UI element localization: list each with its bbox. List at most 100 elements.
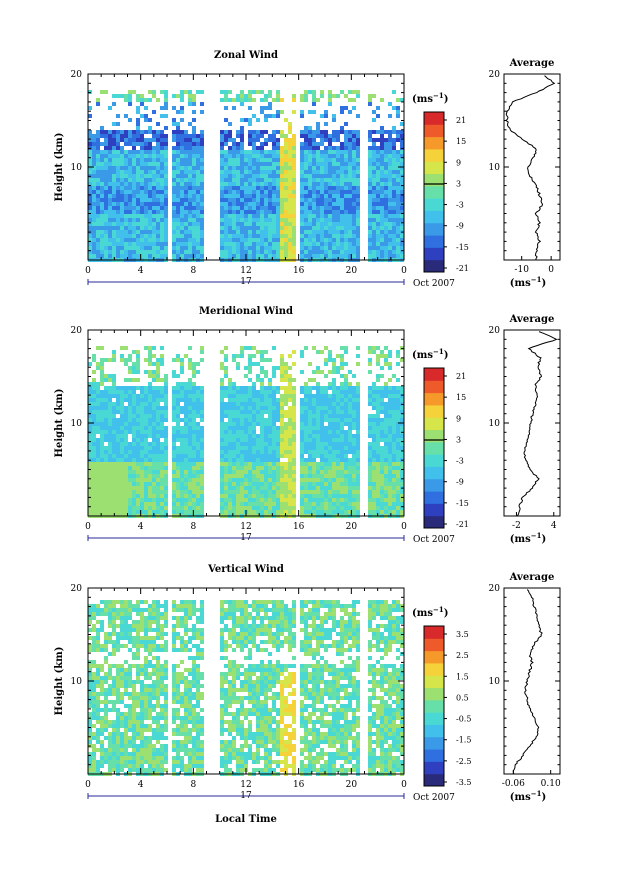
heatmap-cell bbox=[324, 230, 328, 234]
heatmap-cell bbox=[356, 486, 360, 490]
heatmap-cell bbox=[120, 390, 124, 394]
heatmap-cell bbox=[220, 230, 224, 234]
heatmap-cell bbox=[384, 238, 388, 242]
heatmap-cell bbox=[160, 406, 164, 410]
heatmap-cell bbox=[172, 158, 176, 162]
heatmap-cell bbox=[156, 490, 160, 494]
heatmap-cell bbox=[96, 386, 100, 390]
heatmap-cell bbox=[236, 130, 240, 134]
heatmap-cell bbox=[244, 242, 248, 246]
heatmap-cell bbox=[272, 438, 276, 442]
heatmap-cell bbox=[396, 250, 400, 254]
heatmap-cell bbox=[316, 486, 320, 490]
heatmap-cell bbox=[304, 198, 308, 202]
heatmap bbox=[88, 90, 404, 262]
heatmap-cell bbox=[132, 494, 136, 498]
heatmap-cell bbox=[400, 186, 404, 190]
heatmap-cell bbox=[144, 358, 148, 362]
heatmap-cell bbox=[324, 218, 328, 222]
heatmap-cell bbox=[328, 442, 332, 446]
heatmap-cell bbox=[292, 482, 296, 486]
heatmap-cell bbox=[160, 90, 164, 94]
heatmap-cell bbox=[260, 354, 264, 358]
heatmap-cell bbox=[120, 422, 124, 426]
heatmap-cell bbox=[148, 230, 152, 234]
heatmap-cell bbox=[156, 98, 160, 102]
heatmap-cell bbox=[180, 482, 184, 486]
heatmap-cell bbox=[320, 226, 324, 230]
heatmap-cell bbox=[184, 466, 188, 470]
heatmap-cell bbox=[288, 154, 292, 158]
heatmap-cell bbox=[260, 174, 264, 178]
heatmap-cell bbox=[380, 158, 384, 162]
heatmap-cell bbox=[312, 218, 316, 222]
heatmap-cell bbox=[356, 414, 360, 418]
heatmap-cell bbox=[112, 230, 116, 234]
heatmap-cell bbox=[232, 226, 236, 230]
heatmap-cell bbox=[320, 190, 324, 194]
heatmap-cell bbox=[92, 226, 96, 230]
heatmap-cell bbox=[120, 470, 124, 474]
heatmap-cell bbox=[236, 366, 240, 370]
colorbar-swatch bbox=[424, 259, 444, 273]
heatmap-cell bbox=[108, 234, 112, 238]
heatmap-cell bbox=[372, 246, 376, 250]
heatmap-cell bbox=[268, 190, 272, 194]
heatmap-cell bbox=[264, 190, 268, 194]
heatmap-cell bbox=[180, 110, 184, 114]
heatmap-cell bbox=[368, 486, 372, 490]
heatmap-cell bbox=[128, 194, 132, 198]
heatmap-cell bbox=[308, 90, 312, 94]
heatmap-cell bbox=[332, 438, 336, 442]
heatmap-cell bbox=[276, 482, 280, 486]
heatmap-cell bbox=[264, 158, 268, 162]
heatmap-cell bbox=[300, 202, 304, 206]
heatmap-cell bbox=[248, 90, 252, 94]
heatmap-cell bbox=[308, 498, 312, 502]
heatmap-cell bbox=[140, 486, 144, 490]
heatmap-cell bbox=[188, 458, 192, 462]
heatmap-cell bbox=[240, 410, 244, 414]
heatmap-cell bbox=[144, 98, 148, 102]
heatmap-cell bbox=[172, 226, 176, 230]
heatmap-cell bbox=[396, 178, 400, 182]
heatmap-cell bbox=[188, 134, 192, 138]
heatmap-cell bbox=[96, 414, 100, 418]
heatmap-cell bbox=[196, 502, 200, 506]
heatmap-cell bbox=[176, 398, 180, 402]
heatmap-cell bbox=[328, 190, 332, 194]
heatmap-cell bbox=[260, 398, 264, 402]
x-tick-label: 4 bbox=[138, 266, 144, 276]
heatmap-cell bbox=[224, 106, 228, 110]
heatmap-cell bbox=[344, 498, 348, 502]
heatmap-cell bbox=[124, 362, 128, 366]
heatmap-cell bbox=[200, 414, 204, 418]
heatmap-cell bbox=[332, 178, 336, 182]
heatmap-cell bbox=[88, 154, 92, 158]
heatmap-cell bbox=[324, 450, 328, 454]
heatmap-cell bbox=[148, 130, 152, 134]
heatmap-cell bbox=[336, 166, 340, 170]
heatmap-cell bbox=[392, 166, 396, 170]
heatmap-cell bbox=[320, 130, 324, 134]
heatmap-cell bbox=[300, 190, 304, 194]
heatmap-cell bbox=[104, 454, 108, 458]
heatmap-cell bbox=[308, 250, 312, 254]
heatmap-cell bbox=[248, 346, 252, 350]
heatmap-cell bbox=[192, 250, 196, 254]
heatmap-cell bbox=[280, 158, 284, 162]
heatmap-cell bbox=[108, 466, 112, 470]
heatmap-cell bbox=[336, 450, 340, 454]
heatmap-cell bbox=[284, 178, 288, 182]
heatmap-cell bbox=[172, 458, 176, 462]
heatmap-cell bbox=[116, 434, 120, 438]
heatmap-cell bbox=[372, 146, 376, 150]
heatmap-cell bbox=[272, 414, 276, 418]
heatmap-cell bbox=[148, 470, 152, 474]
heatmap-cell bbox=[260, 214, 264, 218]
heatmap-cell bbox=[220, 398, 224, 402]
heatmap-cell bbox=[112, 454, 116, 458]
heatmap-cell bbox=[108, 238, 112, 242]
heatmap-cell bbox=[400, 222, 404, 226]
heatmap-cell bbox=[392, 186, 396, 190]
